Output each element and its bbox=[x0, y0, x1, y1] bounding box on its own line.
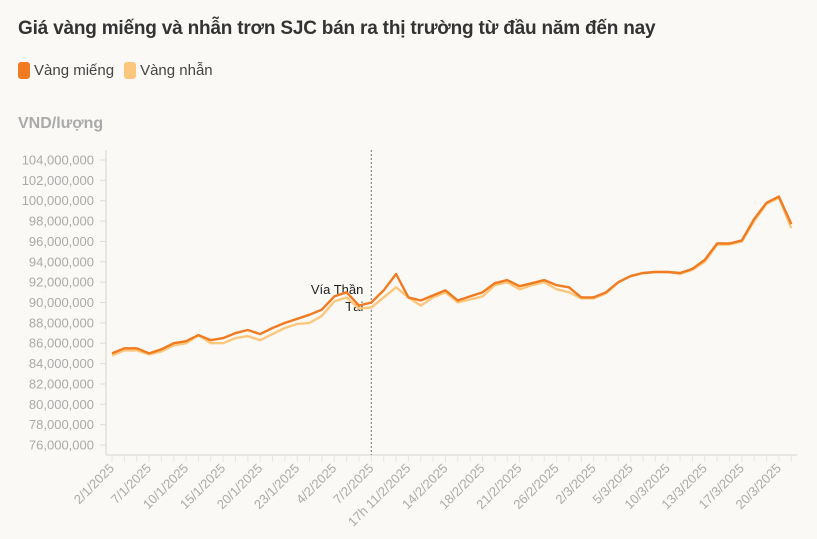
y-tick-label: 94,000,000 bbox=[29, 254, 94, 269]
series-line-vang-mieng bbox=[111, 195, 793, 355]
legend-swatch-vang-mieng bbox=[18, 62, 30, 79]
y-tick-label: 100,000,000 bbox=[22, 193, 94, 208]
series-line-vang-nhan bbox=[111, 196, 793, 357]
y-tick-label: 90,000,000 bbox=[29, 295, 94, 310]
y-tick-label: 86,000,000 bbox=[29, 336, 94, 351]
y-tick-label: 82,000,000 bbox=[29, 376, 94, 391]
y-tick-label: 98,000,000 bbox=[29, 214, 94, 229]
annotation-label: Vía Thần bbox=[311, 282, 364, 297]
y-tick-label: 84,000,000 bbox=[29, 356, 94, 371]
legend-swatch-vang-nhan bbox=[124, 62, 137, 79]
chart-title: Giá vàng miếng và nhẫn trơn SJC bán ra t… bbox=[18, 18, 656, 39]
y-tick-label: 78,000,000 bbox=[29, 417, 94, 432]
legend: Vàng miếng Vàng nhẫn bbox=[18, 62, 213, 79]
y-tick-label: 104,000,000 bbox=[22, 153, 94, 168]
legend-item-vang-mieng: Vàng miếng bbox=[18, 62, 114, 79]
y-tick-label: 80,000,000 bbox=[29, 397, 94, 412]
y-tick-label: 96,000,000 bbox=[29, 234, 94, 249]
legend-item-vang-nhan: Vàng nhẫn bbox=[124, 62, 213, 79]
y-tick-label: 92,000,000 bbox=[29, 275, 94, 290]
legend-label: Vàng miếng bbox=[34, 62, 115, 79]
annotation-label: Tài bbox=[345, 299, 363, 314]
y-tick-label: 88,000,000 bbox=[29, 315, 94, 330]
y-tick-label: 102,000,000 bbox=[22, 173, 94, 188]
legend-label: Vàng nhẫn bbox=[140, 62, 213, 79]
y-axis-unit: VND/lượng bbox=[18, 115, 104, 132]
y-tick-label: 76,000,000 bbox=[29, 438, 94, 453]
